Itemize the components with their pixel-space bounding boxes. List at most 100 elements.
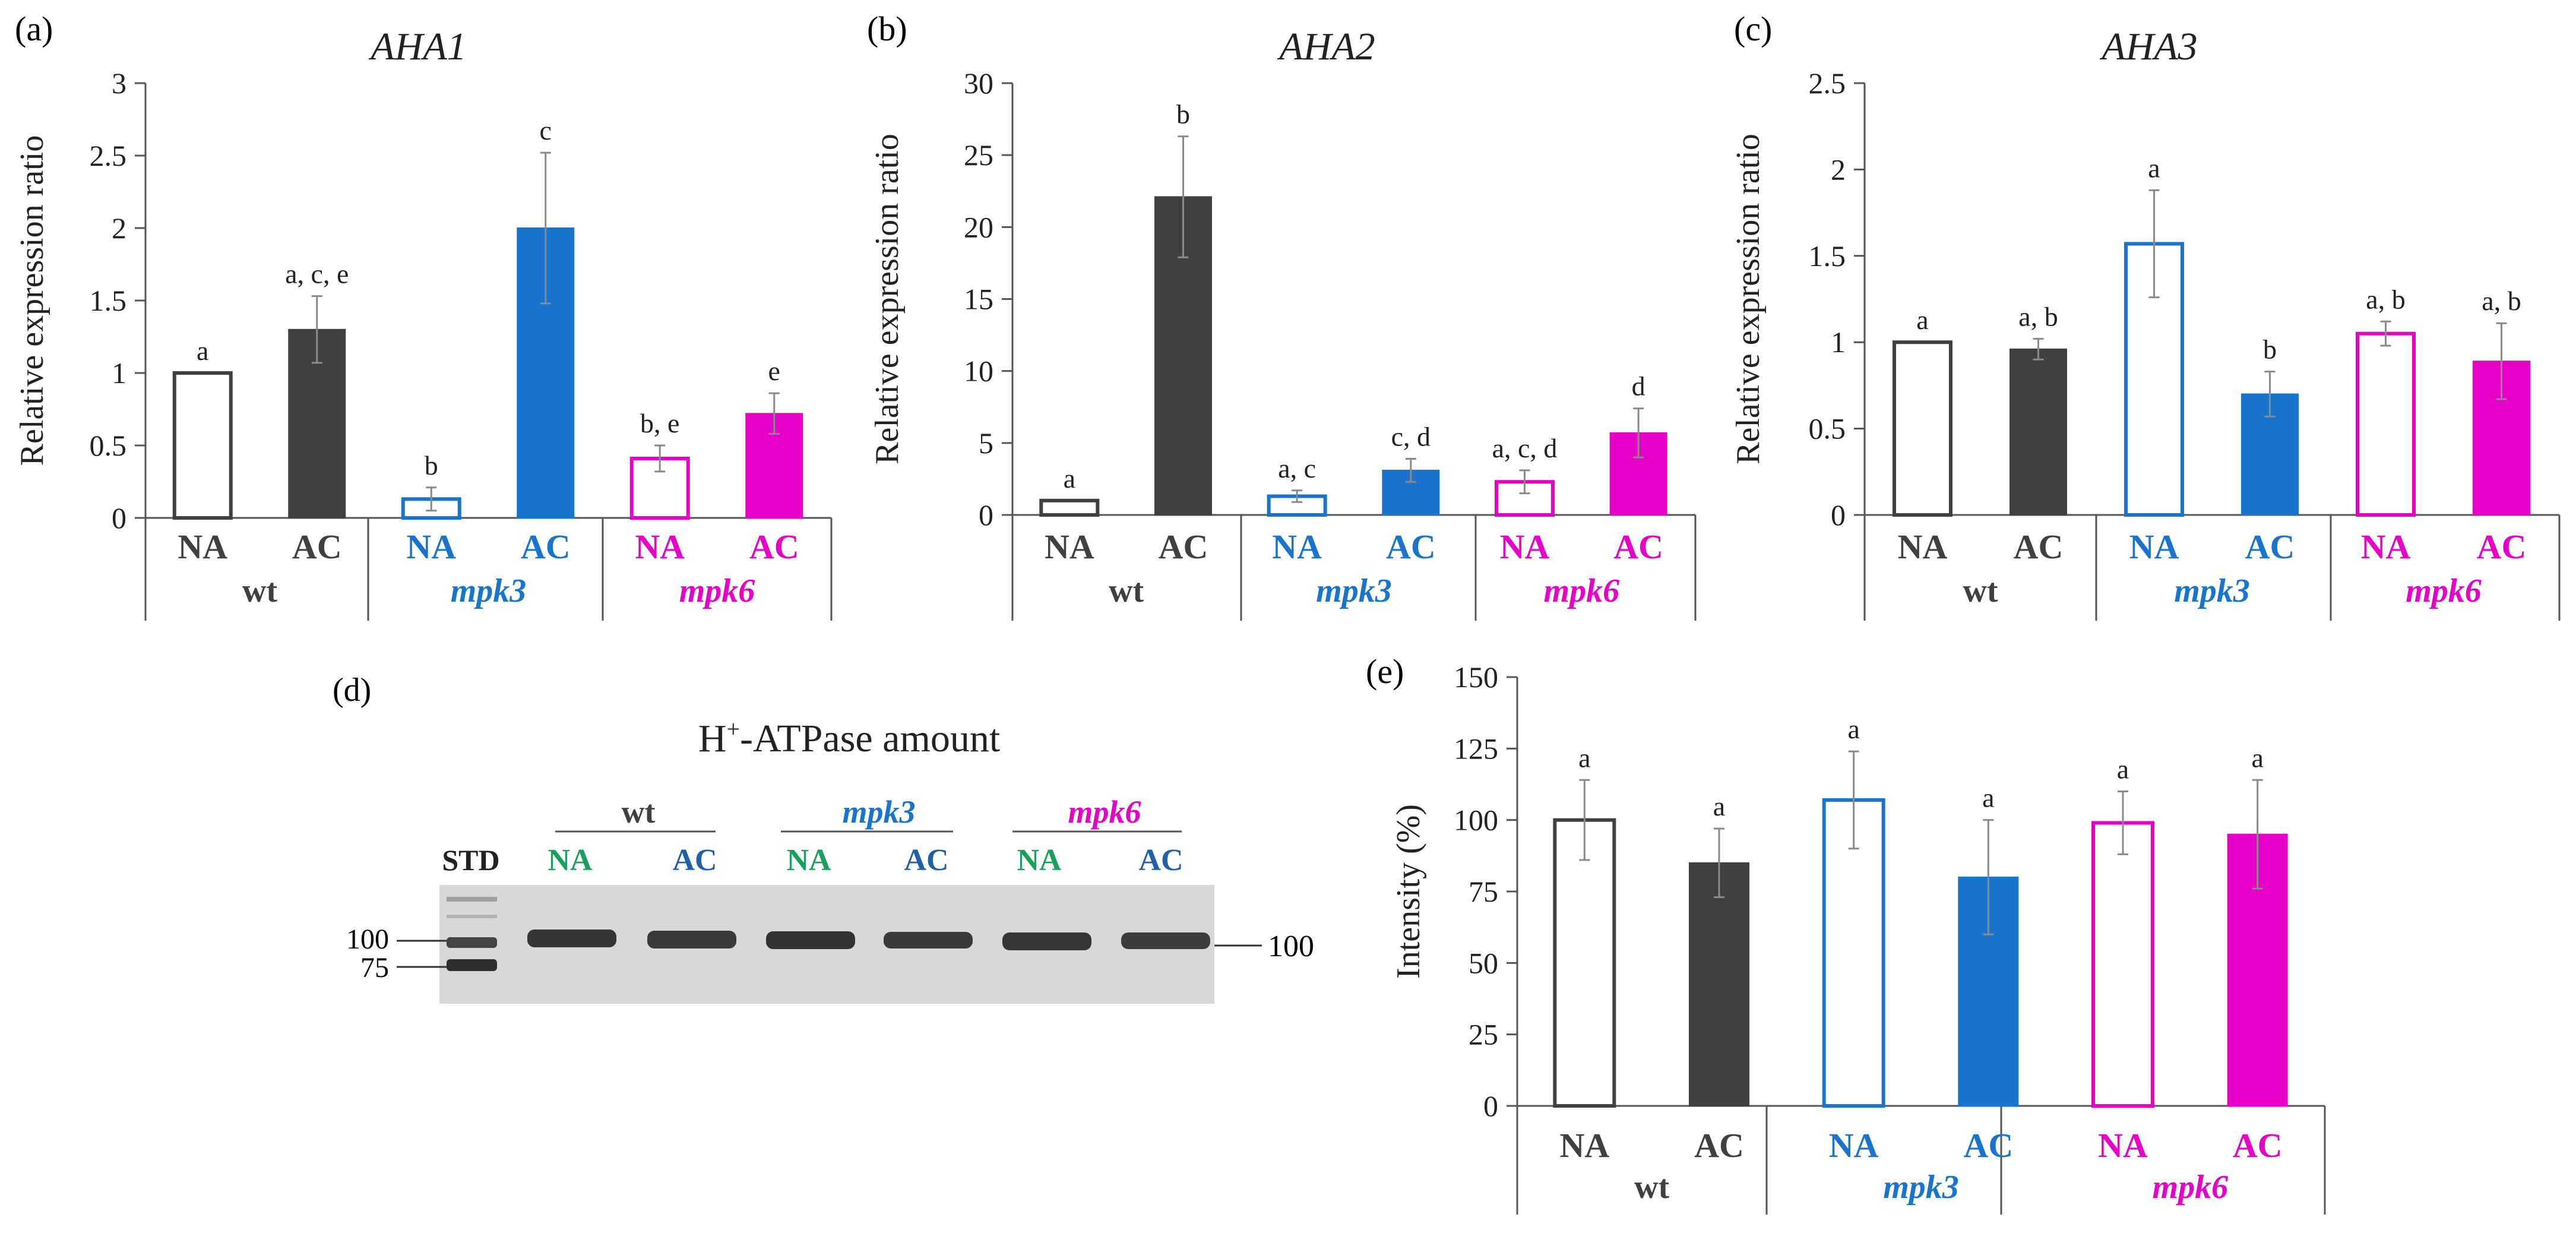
y-tick-label: 125 xyxy=(1454,732,1498,765)
x-category-label: AC xyxy=(1386,527,1436,566)
x-group-label: wt xyxy=(242,573,277,609)
bar xyxy=(1822,798,1885,1108)
x-category-label: NA xyxy=(2361,527,2411,566)
significance-letter: a xyxy=(1847,714,1859,744)
x-category-label: AC xyxy=(521,527,571,566)
blot-ladder-band-75 xyxy=(447,959,497,971)
x-group-label: mpk3 xyxy=(2174,573,2250,609)
y-tick-label: 3 xyxy=(112,67,126,100)
y-tick-label: 150 xyxy=(1454,660,1498,694)
y-axis-label: Relative expression ratio xyxy=(869,134,906,464)
x-group-label: mpk6 xyxy=(1544,573,1620,609)
blot-band-wt-ac xyxy=(647,931,736,949)
x-group-label: wt xyxy=(1634,1169,1669,1206)
significance-letter: d xyxy=(1632,371,1645,401)
x-category-label: AC xyxy=(2245,527,2295,566)
significance-letter: a xyxy=(2117,754,2129,785)
y-tick-label: 100 xyxy=(1454,804,1498,837)
x-category-label: NA xyxy=(2098,1126,2148,1165)
blot-lane-label: AC xyxy=(672,843,717,877)
y-tick-label: 1.5 xyxy=(1809,239,1846,273)
bar xyxy=(1893,340,1952,517)
x-category-label: NA xyxy=(178,527,227,566)
x-group-label: mpk6 xyxy=(2153,1169,2229,1206)
x-group-label: wt xyxy=(1963,573,1998,609)
chart-panel-a: (a) AHA1 Relative expression ratio 0 0.5 1 1.5… xyxy=(14,10,833,621)
significance-letter: a xyxy=(197,336,208,366)
blot-lane-label: AC xyxy=(1138,843,1183,877)
significance-letter: a, b xyxy=(2482,286,2521,316)
y-tick-label: 15 xyxy=(964,283,993,316)
x-category-label: NA xyxy=(1559,1126,1609,1165)
blot-lane-label: NA xyxy=(548,843,593,877)
blot-panel-label: (d) xyxy=(333,672,371,709)
y-tick-label: 50 xyxy=(1469,946,1498,979)
blot-ladder-band-100 xyxy=(447,937,497,948)
blot-panel-d: (d) H+-ATPase amount STD wt mpk3 mpk6 NA… xyxy=(333,672,1314,1004)
blot-band-mpk6-ac xyxy=(1121,932,1210,949)
significance-letter: a, b xyxy=(2018,301,2058,331)
y-tick-label: 30 xyxy=(964,67,993,100)
blot-band-mpk6-na xyxy=(1002,932,1091,950)
significance-letter: a, c, d xyxy=(1492,433,1558,463)
significance-letter: c, d xyxy=(1391,421,1431,451)
y-tick-label: 0 xyxy=(979,498,993,532)
y-tick-label: 5 xyxy=(979,426,993,460)
y-tick-label: 0 xyxy=(1831,498,1846,532)
x-category-label: AC xyxy=(1963,1126,2013,1165)
significance-letter: a xyxy=(1064,463,1075,494)
blot-lane-label: AC xyxy=(904,843,948,877)
y-tick-label: 1.5 xyxy=(90,284,127,317)
x-category-label: AC xyxy=(1613,527,1663,566)
significance-letter: a xyxy=(2148,153,2160,183)
x-category-label: NA xyxy=(1898,527,1948,566)
x-category-label: NA xyxy=(406,527,456,566)
blot-ladder-band xyxy=(447,897,497,902)
blot-lane-label: NA xyxy=(1017,843,1062,877)
x-group-label: mpk3 xyxy=(451,573,527,609)
blot-group-label-mpk6: mpk6 xyxy=(1068,794,1141,830)
significance-letter: b, e xyxy=(640,408,679,438)
x-category-label: NA xyxy=(1272,527,1322,566)
x-group-label: mpk6 xyxy=(679,573,755,609)
x-category-label: NA xyxy=(1045,527,1094,566)
chart-title: AHA1 xyxy=(368,25,466,68)
significance-letter: b xyxy=(2263,334,2277,365)
blot-band-mpk3-ac xyxy=(884,932,973,949)
blot-group-label-mpk3: mpk3 xyxy=(842,794,915,830)
significance-letter: a xyxy=(2251,742,2263,773)
x-group-label: wt xyxy=(1109,573,1144,609)
bar xyxy=(1689,862,1749,1107)
panel-label: (c) xyxy=(1734,10,1772,48)
chart-panel-e: (e) Intensity (%) 0 25 50 75 100 125 150 a NA a AC a N… xyxy=(1366,652,2326,1215)
significance-letter: e xyxy=(768,356,780,386)
y-axis-label: Intensity (%) xyxy=(1390,804,1427,979)
y-tick-label: 2.5 xyxy=(1809,67,1846,100)
blot-lane-label: NA xyxy=(786,843,831,877)
blot-right-marker: 100 xyxy=(1268,930,1314,963)
bar xyxy=(1553,818,1616,1108)
bar xyxy=(2091,821,2154,1108)
blot-title: H+-ATPase amount xyxy=(698,716,1000,760)
panel-label: (a) xyxy=(15,10,53,48)
significance-letter: a, c, e xyxy=(285,259,349,289)
x-category-label: AC xyxy=(749,527,799,566)
y-tick-label: 10 xyxy=(964,355,993,388)
y-tick-label: 25 xyxy=(1469,1018,1498,1051)
x-group-label: mpk6 xyxy=(2406,573,2482,609)
y-tick-label: 0 xyxy=(112,501,126,535)
bar xyxy=(2009,348,2067,516)
x-group-label: mpk3 xyxy=(1316,573,1392,609)
x-group-label: mpk3 xyxy=(1883,1169,1959,1206)
x-category-label: AC xyxy=(1694,1126,1744,1165)
y-tick-label: 1 xyxy=(112,356,126,390)
blot-std-label: STD xyxy=(442,843,499,877)
significance-letter: a xyxy=(1916,305,1928,335)
blot-band-mpk3-na xyxy=(766,931,855,949)
chart-panel-b: (b) AHA2 Relative expression ratio 0 5 10 15 20… xyxy=(867,10,1697,621)
x-category-label: AC xyxy=(2233,1126,2283,1165)
bar xyxy=(1039,498,1100,517)
x-category-label: NA xyxy=(2129,527,2179,566)
chart-panel-c: (c) AHA3 Relative expression ratio 0 0.5 1 1.5… xyxy=(1730,10,2561,621)
